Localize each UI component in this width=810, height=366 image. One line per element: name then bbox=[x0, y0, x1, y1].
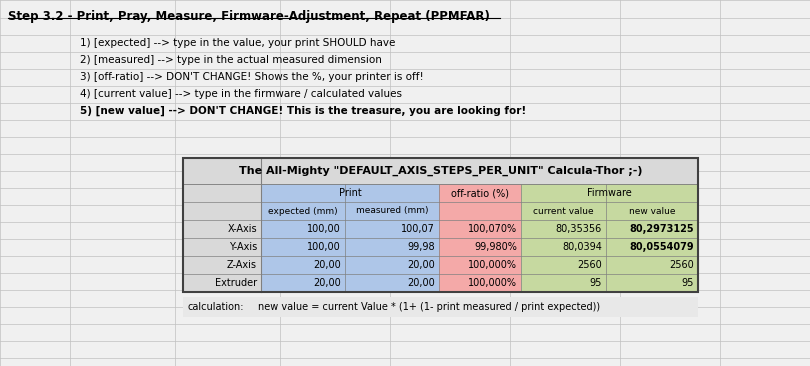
Bar bbox=[521, 274, 698, 292]
Bar bbox=[183, 256, 261, 274]
Text: 100,07: 100,07 bbox=[401, 224, 435, 234]
Bar bbox=[185, 158, 693, 186]
Bar bbox=[261, 184, 439, 220]
Text: 80,2973125: 80,2973125 bbox=[629, 224, 694, 234]
Bar bbox=[521, 256, 698, 274]
Bar bbox=[521, 220, 698, 238]
Text: Extruder: Extruder bbox=[215, 278, 257, 288]
Bar bbox=[261, 256, 439, 274]
Text: 20,00: 20,00 bbox=[313, 260, 341, 270]
Text: 20,00: 20,00 bbox=[407, 278, 435, 288]
Text: 100,000%: 100,000% bbox=[468, 260, 517, 270]
Text: Z-Axis: Z-Axis bbox=[227, 260, 257, 270]
Bar bbox=[183, 158, 698, 292]
Text: 100,00: 100,00 bbox=[307, 242, 341, 252]
Bar bbox=[183, 184, 261, 220]
Text: 2560: 2560 bbox=[578, 260, 602, 270]
Bar bbox=[183, 238, 261, 256]
Text: 100,00: 100,00 bbox=[307, 224, 341, 234]
Text: 99,98: 99,98 bbox=[407, 242, 435, 252]
Text: 4) [current value] --> type in the firmware / calculated values: 4) [current value] --> type in the firmw… bbox=[80, 89, 402, 99]
Text: The All-Mighty "DEFAULT_AXIS_STEPS_PER_UNIT" Calcula-Thor ;-): The All-Mighty "DEFAULT_AXIS_STEPS_PER_U… bbox=[239, 166, 642, 176]
Text: 95: 95 bbox=[682, 278, 694, 288]
Text: 1) [expected] --> type in the value, your print SHOULD have: 1) [expected] --> type in the value, you… bbox=[80, 38, 395, 48]
Text: Step 3.2 - Print, Pray, Measure, Firmware-Adjustment, Repeat (PPMFAR): Step 3.2 - Print, Pray, Measure, Firmwar… bbox=[8, 10, 490, 23]
Bar bbox=[261, 220, 439, 238]
Bar bbox=[261, 274, 439, 292]
Bar bbox=[439, 256, 521, 274]
Text: 2560: 2560 bbox=[669, 260, 694, 270]
Text: 20,00: 20,00 bbox=[313, 278, 341, 288]
Bar bbox=[183, 220, 261, 238]
Bar bbox=[439, 184, 521, 220]
Text: 80,0394: 80,0394 bbox=[562, 242, 602, 252]
Bar bbox=[183, 274, 261, 292]
Text: 80,0554079: 80,0554079 bbox=[629, 242, 694, 252]
Text: 20,00: 20,00 bbox=[407, 260, 435, 270]
Bar bbox=[439, 238, 521, 256]
Bar bbox=[439, 274, 521, 292]
Text: 5) [new value] --> DON'T CHANGE! This is the treasure, you are looking for!: 5) [new value] --> DON'T CHANGE! This is… bbox=[80, 106, 526, 116]
Text: Print: Print bbox=[339, 188, 361, 198]
Text: X-Axis: X-Axis bbox=[228, 224, 257, 234]
Text: 80,35356: 80,35356 bbox=[556, 224, 602, 234]
Bar bbox=[183, 297, 698, 317]
Text: 3) [off-ratio] --> DON'T CHANGE! Shows the %, your printer is off!: 3) [off-ratio] --> DON'T CHANGE! Shows t… bbox=[80, 72, 424, 82]
Bar bbox=[521, 238, 698, 256]
Text: 100,000%: 100,000% bbox=[468, 278, 517, 288]
Bar bbox=[521, 184, 698, 220]
Text: expected (mm): expected (mm) bbox=[268, 206, 338, 216]
Text: 2) [measured] --> type in the actual measured dimension: 2) [measured] --> type in the actual mea… bbox=[80, 55, 382, 65]
Text: 95: 95 bbox=[590, 278, 602, 288]
Text: 100,070%: 100,070% bbox=[468, 224, 517, 234]
Bar bbox=[183, 158, 698, 184]
Text: 99,980%: 99,980% bbox=[474, 242, 517, 252]
Text: Y-Axis: Y-Axis bbox=[228, 242, 257, 252]
Bar bbox=[261, 238, 439, 256]
Text: off-ratio (%): off-ratio (%) bbox=[451, 188, 509, 198]
Text: new value = current Value * (1+ (1- print measured / print expected)): new value = current Value * (1+ (1- prin… bbox=[258, 302, 600, 312]
Text: new value: new value bbox=[629, 206, 676, 216]
Text: measured (mm): measured (mm) bbox=[356, 206, 428, 216]
Text: current value: current value bbox=[533, 206, 594, 216]
Bar bbox=[439, 220, 521, 238]
Text: Firmware: Firmware bbox=[587, 188, 632, 198]
Text: calculation:: calculation: bbox=[188, 302, 245, 312]
